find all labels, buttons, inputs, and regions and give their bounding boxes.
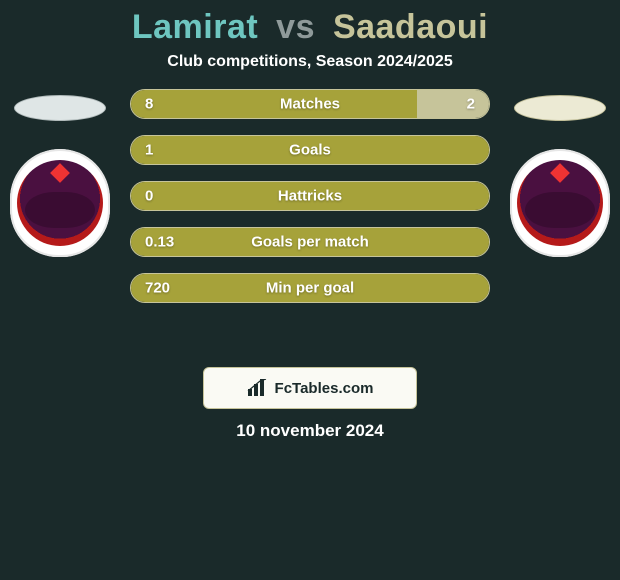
subtitle: Club competitions, Season 2024/2025 bbox=[0, 53, 620, 71]
stat-label: Min per goal bbox=[131, 280, 489, 297]
stats-stage: 8Matches2 1Goals 0Hattricks 0.13Goals per m… bbox=[0, 89, 620, 349]
bar-chart-icon bbox=[247, 379, 269, 397]
stat-bar: 8Matches2 bbox=[130, 89, 490, 119]
player2-name: Saadaoui bbox=[333, 8, 488, 46]
player2-column bbox=[500, 89, 620, 257]
player2-silhouette bbox=[514, 95, 606, 121]
vs-separator: vs bbox=[276, 8, 315, 46]
page-title: Lamirat vs Saadaoui bbox=[0, 8, 620, 47]
stat-label: Hattricks bbox=[131, 188, 489, 205]
stat-label: Matches bbox=[131, 96, 489, 113]
stat-label: Goals per match bbox=[131, 234, 489, 251]
stat-label: Goals bbox=[131, 142, 489, 159]
date-label: 10 november 2024 bbox=[0, 421, 620, 441]
club-crest-icon bbox=[517, 160, 603, 246]
club-crest-icon bbox=[17, 160, 103, 246]
stat-bars: 8Matches2 1Goals 0Hattricks 0.13Goals per m… bbox=[130, 89, 490, 303]
player1-club-badge bbox=[10, 149, 110, 257]
comparison-card: Lamirat vs Saadaoui Club competitions, S… bbox=[0, 0, 620, 441]
player1-name: Lamirat bbox=[132, 8, 258, 46]
stat-value-right: 2 bbox=[467, 96, 475, 113]
stat-bar: 0Hattricks bbox=[130, 181, 490, 211]
player1-silhouette bbox=[14, 95, 106, 121]
stat-bar: 1Goals bbox=[130, 135, 490, 165]
stat-bar: 720Min per goal bbox=[130, 273, 490, 303]
brand-badge[interactable]: FcTables.com bbox=[203, 367, 417, 409]
stat-bar: 0.13Goals per match bbox=[130, 227, 490, 257]
brand-text: FcTables.com bbox=[275, 380, 374, 397]
player1-column bbox=[0, 89, 120, 257]
player2-club-badge bbox=[510, 149, 610, 257]
